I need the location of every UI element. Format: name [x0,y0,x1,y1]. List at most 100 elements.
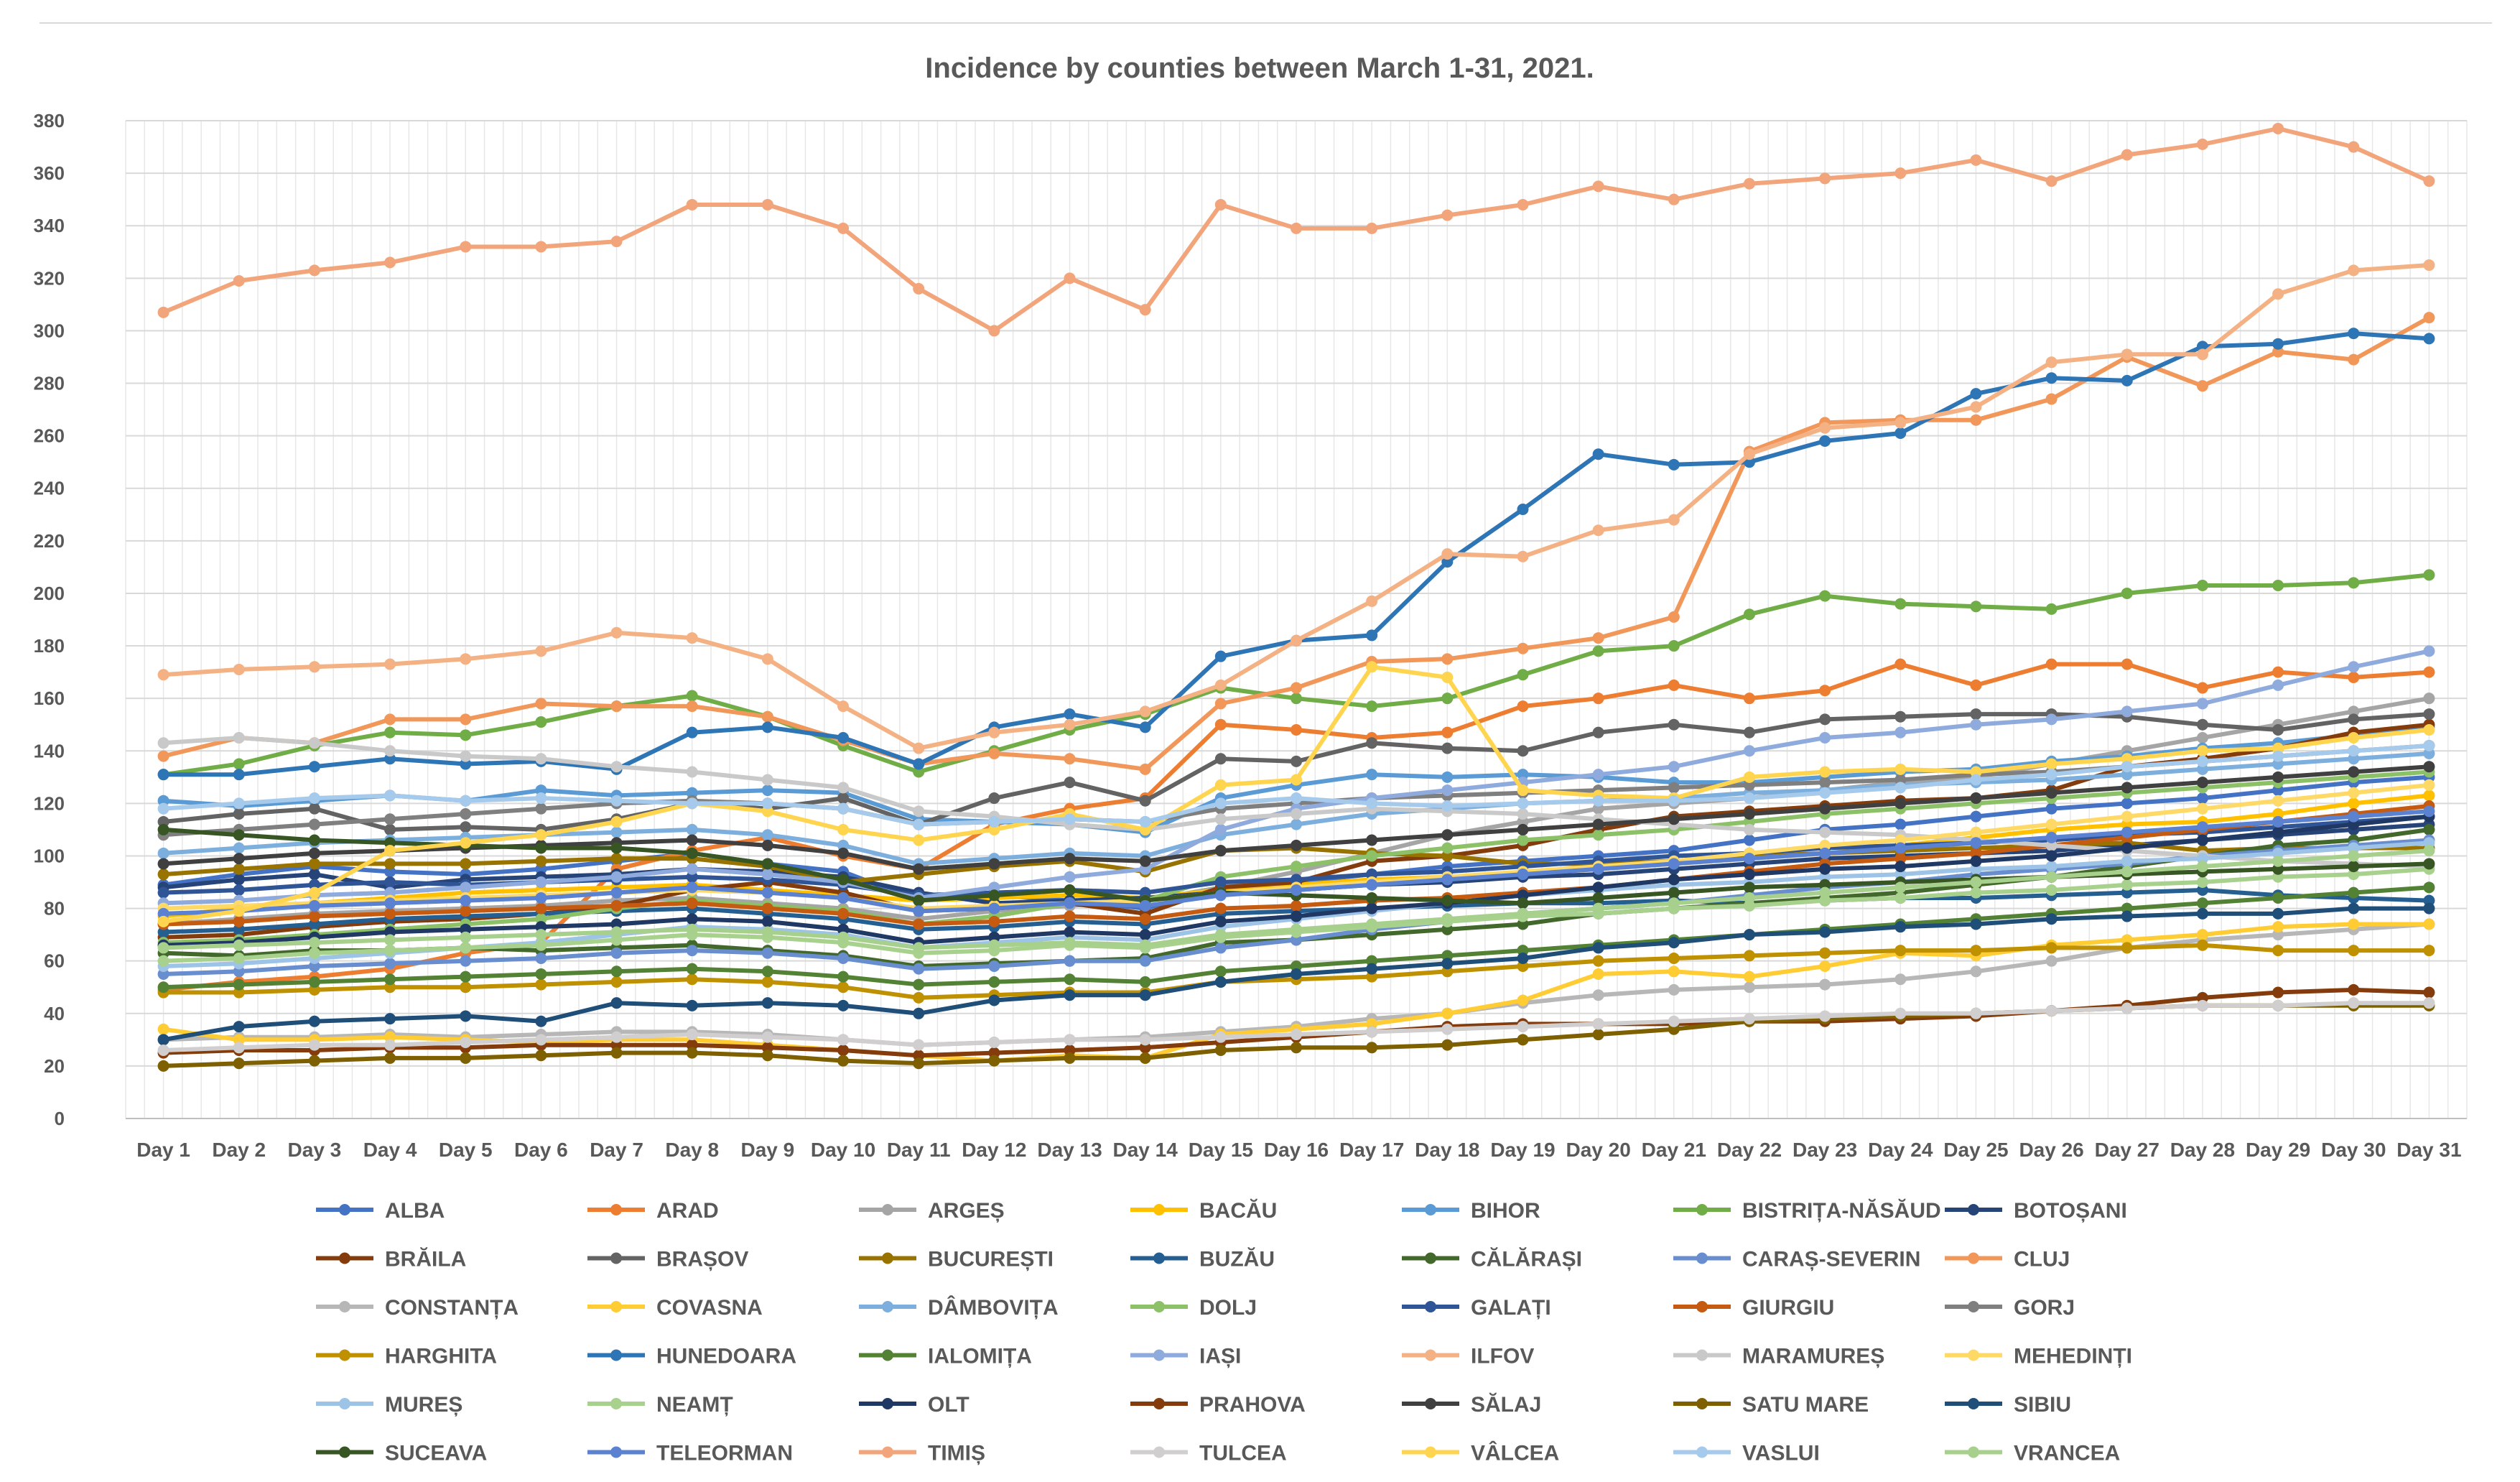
data-point [308,918,320,930]
data-point [610,1031,623,1043]
data-point [837,1044,850,1056]
data-point [460,758,472,770]
data-point [761,774,773,786]
data-point [1291,1042,1302,1054]
data-point [686,632,698,644]
data-point [837,923,850,935]
legend-item: BUZĂU [1130,1247,1275,1272]
data-point [761,797,773,810]
legend-swatch-marker [1425,1204,1436,1215]
data-point [2196,579,2208,591]
data-point [2121,879,2133,891]
data-point [1894,598,1907,610]
data-point [1743,1013,1755,1025]
data-point [2196,834,2208,846]
data-point [686,690,698,702]
data-point [2045,393,2058,405]
data-point [460,955,472,967]
data-point [1139,304,1151,316]
data-point [988,931,1000,943]
data-point [1592,524,1604,537]
data-point [2196,907,2208,920]
data-point [686,823,698,835]
data-point [460,1010,472,1022]
data-point [1214,679,1227,691]
data-point [2045,871,2058,883]
data-point [233,986,245,999]
data-point [686,726,698,738]
data-point [1970,855,1982,867]
data-point [837,1034,850,1046]
data-point [1970,1007,1982,1019]
data-point [2272,758,2284,770]
data-point [1819,590,1831,602]
data-point [1819,802,1831,815]
x-tick-label: Day 1 [136,1139,190,1161]
data-point [2423,945,2435,957]
data-point [913,1050,925,1062]
data-point [2045,603,2058,615]
data-point [1441,958,1454,970]
data-point [460,905,472,917]
data-point [837,847,850,859]
data-point [1819,839,1831,851]
data-point [988,915,1000,927]
data-point [157,1023,169,1035]
data-point [384,753,396,765]
data-point [1743,807,1755,820]
data-point [1819,713,1831,726]
data-point [384,1031,396,1043]
data-point [1517,769,1529,781]
data-point [1592,448,1604,460]
legend-label: ARAD [656,1199,719,1223]
legend-label: TELEORMAN [656,1442,793,1465]
data-point [2196,802,2208,815]
legend-item: IALOMIȚA [859,1345,1032,1368]
data-point [2423,902,2435,914]
data-point [1668,611,1680,623]
data-point [2045,1005,2058,1017]
data-point [384,823,396,835]
data-point [2196,138,2208,150]
data-point [157,942,169,954]
data-point [2121,769,2133,781]
data-point [2423,666,2435,678]
data-point [1592,802,1604,815]
data-point [1819,871,1831,883]
x-tick-label: Day 23 [1793,1139,1857,1161]
data-point [1894,726,1907,738]
y-tick-label: 340 [34,215,65,236]
data-point [988,858,1000,870]
data-point [1366,1026,1378,1038]
data-point [535,876,547,889]
data-point [1214,845,1227,857]
data-point [1291,682,1302,694]
data-point [1668,193,1680,205]
data-point [1064,871,1076,883]
data-point [1970,414,1982,426]
x-tick-label: Day 25 [1943,1139,2008,1161]
data-point [1970,388,1982,400]
legend-label: TIMIȘ [928,1442,985,1465]
data-point [460,981,472,994]
data-point [2272,338,2284,350]
data-point [2423,724,2435,736]
data-point [2423,739,2435,751]
data-point [535,913,547,925]
data-point [1366,700,1378,713]
data-point [460,241,472,253]
data-point [2348,753,2360,765]
data-point [2272,288,2284,300]
data-point [1291,1029,1302,1041]
data-point [1291,755,1302,767]
data-point [686,834,698,846]
data-point [2423,761,2435,773]
data-point [988,823,1000,835]
data-point [1214,779,1227,791]
legend-swatch-marker [610,1398,622,1409]
data-point [233,978,245,991]
data-point [384,1039,396,1051]
data-point [1064,955,1076,967]
data-point [1214,915,1227,927]
data-point [308,879,320,891]
